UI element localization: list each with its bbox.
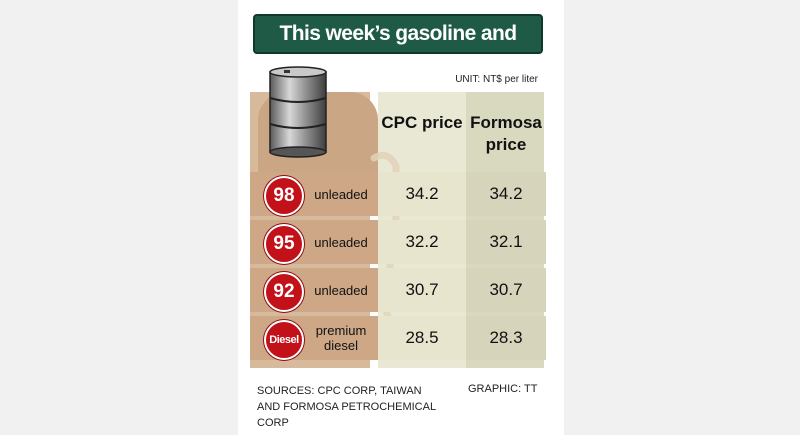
- grade-badge: Diesel: [264, 320, 304, 360]
- formosa-column-header: Formosa price: [470, 113, 542, 154]
- unit-label: UNIT: NT$ per liter: [455, 74, 538, 85]
- formosa-price-value: 28.3: [489, 328, 523, 347]
- grade-badge: 92: [264, 272, 304, 312]
- chart-title: This week’s gasoline and diesel prices: [253, 14, 543, 81]
- graphic-credit: GRAPHIC: TT: [468, 383, 538, 395]
- table-row: 95 unleaded 32.2 32.1: [250, 220, 546, 264]
- sources-note: SOURCES: CPC CORP, TAIWAN AND FORMOSA PE…: [257, 385, 436, 429]
- row-cpc-band: [378, 268, 466, 312]
- row-formosa-band: [466, 316, 546, 360]
- row-cpc-band: [378, 220, 466, 264]
- row-formosa-band: [466, 268, 546, 312]
- row-formosa-band: [466, 172, 546, 216]
- row-formosa-band: [466, 220, 546, 264]
- table-row: 92 unleaded 30.7 30.7: [250, 268, 546, 312]
- table-row: Diesel premium diesel 28.5 28.3: [250, 316, 546, 360]
- fuel-type-label: premium diesel: [315, 323, 367, 353]
- grade-badge: 95: [264, 224, 304, 264]
- fuel-type-label: unleaded: [314, 186, 368, 202]
- row-cpc-band: [378, 172, 466, 216]
- formosa-price-value: 30.7: [489, 280, 523, 299]
- formosa-price-value: 32.1: [489, 232, 523, 251]
- table-row: 98 unleaded 34.2 34.2: [250, 172, 546, 216]
- grade-badge: 98: [264, 176, 304, 216]
- formosa-price-value: 34.2: [489, 184, 523, 203]
- cpc-price-value: 28.5: [405, 328, 439, 347]
- fuel-type-label: unleaded: [314, 234, 368, 250]
- cpc-price-value: 30.7: [405, 280, 439, 299]
- oil-barrel-icon: [269, 66, 327, 158]
- cpc-price-value: 34.2: [405, 184, 439, 203]
- fuel-type-label: unleaded: [314, 282, 368, 298]
- row-cpc-band: [378, 316, 466, 360]
- cpc-price-value: 32.2: [405, 232, 439, 251]
- cpc-column-header: CPC price: [381, 113, 463, 132]
